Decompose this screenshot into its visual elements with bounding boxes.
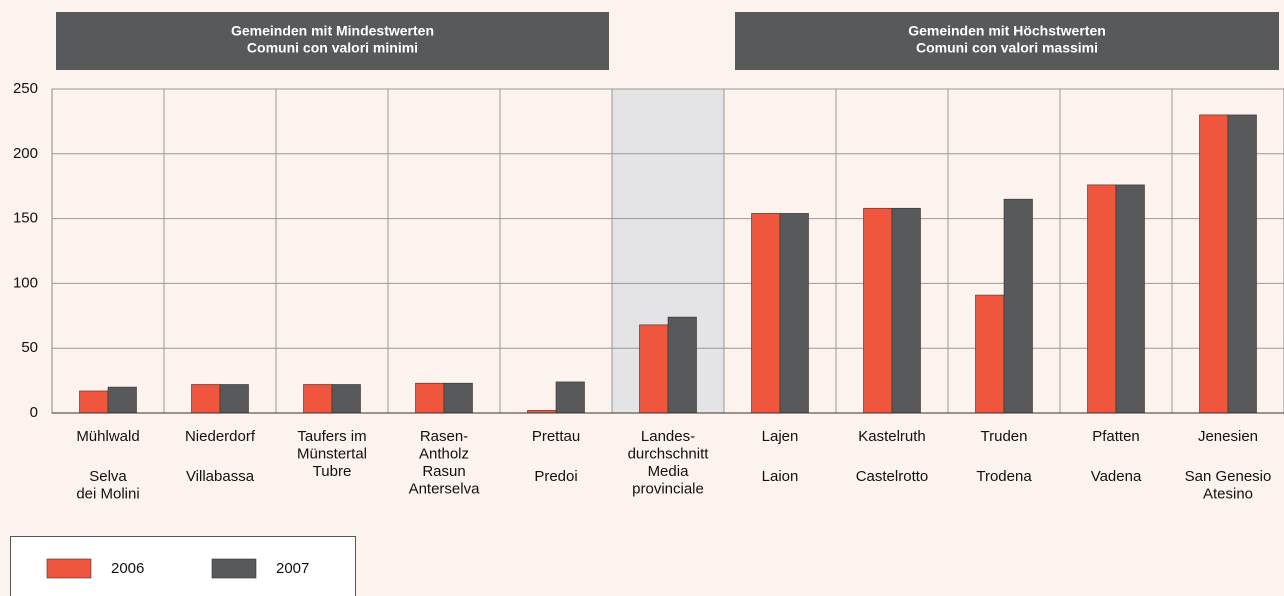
x-tick-label: Landes- [641, 428, 695, 445]
x-tick-label: Selva [89, 468, 127, 485]
x-tick-label: Truden [981, 428, 1028, 445]
x-tick-label: Mühlwald [76, 428, 139, 445]
x-tick-label: Niederdorf [185, 428, 256, 445]
header-box [735, 12, 1279, 70]
y-tick-label: 100 [13, 274, 38, 291]
y-tick-label: 200 [13, 145, 38, 162]
x-tick-label: Laion [762, 468, 799, 485]
x-tick-label: Taufers im [297, 428, 366, 445]
bar [891, 207, 921, 414]
x-tick-label: Antholz [419, 445, 469, 462]
bar [779, 213, 809, 414]
x-tick-label: Media [648, 463, 690, 480]
bar [191, 384, 221, 414]
bar [751, 213, 781, 414]
bar [303, 384, 333, 414]
x-tick-label: San Genesio [1185, 468, 1272, 485]
bar [331, 384, 361, 414]
y-tick-label: 150 [13, 210, 38, 227]
x-tick-label: dei Molini [76, 485, 139, 502]
x-tick-label: Tubre [313, 463, 352, 480]
legend-label: 2007 [276, 560, 309, 577]
legend-swatch [46, 558, 92, 579]
header-text: Comuni con valori minimi [247, 40, 418, 56]
bar [1115, 184, 1145, 414]
x-tick-label: Rasun [422, 463, 465, 480]
y-tick-label: 50 [21, 339, 38, 356]
legend-label: 2006 [111, 560, 144, 577]
x-tick-label: Kastelruth [858, 428, 926, 445]
x-tick-label: Lajen [762, 428, 799, 445]
bar [863, 207, 893, 414]
x-tick-label: Castelrotto [856, 468, 929, 485]
x-tick-label: Prettau [532, 428, 580, 445]
bar [415, 382, 445, 414]
bar [1199, 114, 1229, 414]
header-text: Gemeinden mit Höchstwerten [908, 23, 1106, 39]
x-tick-label: Trodena [976, 468, 1032, 485]
x-tick-label: Villabassa [186, 468, 255, 485]
bar [219, 384, 249, 414]
bar [667, 316, 697, 414]
x-tick-label: Rasen- [420, 428, 468, 445]
bar [639, 324, 669, 414]
x-tick-label: durchschnitt [628, 445, 710, 462]
bar [443, 382, 473, 414]
header-text: Gemeinden mit Mindestwerten [231, 23, 434, 39]
x-tick-label: Predoi [534, 468, 577, 485]
bar [107, 386, 137, 414]
x-tick-label: Anterselva [409, 480, 481, 497]
y-tick-label: 0 [30, 404, 38, 421]
header-box [56, 12, 609, 70]
bar [975, 294, 1005, 414]
header-text: Comuni con valori massimi [916, 40, 1098, 56]
x-tick-label: Münstertal [297, 445, 367, 462]
y-tick-label: 250 [13, 80, 38, 97]
bar [555, 381, 585, 414]
x-tick-label: Atesino [1203, 485, 1253, 502]
bar [79, 390, 109, 414]
bar [1003, 198, 1033, 414]
bar [1087, 184, 1117, 414]
legend-swatch [211, 558, 257, 579]
x-tick-label: Pfatten [1092, 428, 1140, 445]
bar [1227, 114, 1257, 414]
x-tick-label: Vadena [1091, 468, 1142, 485]
x-tick-label: provinciale [632, 480, 704, 497]
x-tick-label: Jenesien [1198, 428, 1258, 445]
